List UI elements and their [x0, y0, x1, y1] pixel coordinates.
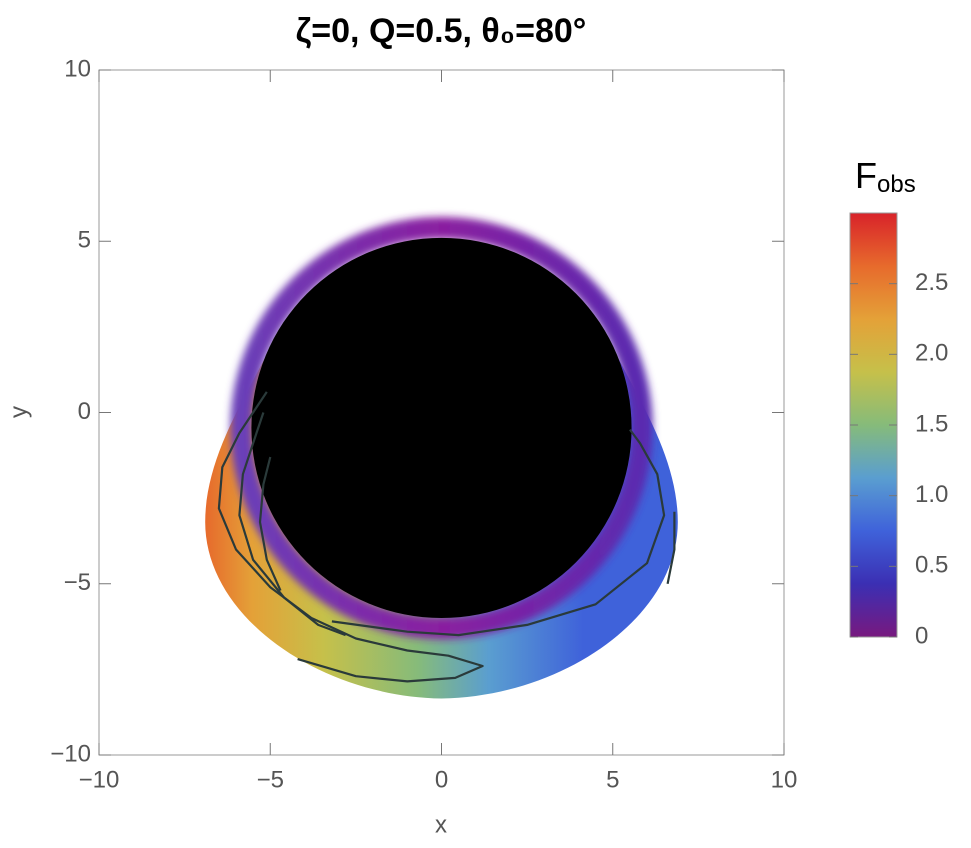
inner-ring	[230, 216, 653, 639]
y-tick-label: −5	[64, 569, 91, 596]
y-tick-label: 5	[78, 227, 91, 254]
y-tick-label: 10	[64, 55, 91, 82]
colorbar-tick-label: 2.0	[915, 340, 948, 367]
y-axis-label: y	[5, 406, 32, 418]
contour-line	[666, 511, 676, 585]
colorbar-tick-label: 1.5	[915, 410, 948, 437]
colorbar-title-sub: obs	[877, 171, 916, 198]
x-tick-label: 0	[435, 766, 448, 793]
colorbar-title-main: F	[855, 155, 877, 196]
colorbar-tick-label: 0	[915, 622, 928, 649]
x-tick-label: 10	[771, 766, 798, 793]
colorbar-tick-label: 1.0	[915, 481, 948, 508]
colorbar-tick-label: 0.5	[915, 552, 948, 579]
x-tick-label: −5	[257, 766, 284, 793]
x-tick-label: −10	[79, 766, 120, 793]
contour-line	[331, 428, 666, 637]
contour-line	[258, 456, 282, 592]
x-tick-label: 5	[606, 766, 619, 793]
y-tick-label: −10	[50, 740, 91, 767]
contour-line	[217, 391, 484, 683]
colorbar-title: Fobs	[855, 155, 916, 199]
y-tick-label: 0	[78, 398, 91, 425]
colorbar-tick-label: 2.5	[915, 269, 948, 296]
chart-title: ζ=0, Q=0.5, θ₀=80°	[296, 12, 587, 50]
x-axis-label: x	[435, 811, 447, 838]
contour-line	[238, 412, 346, 637]
shadow	[251, 237, 632, 618]
plot-area	[205, 216, 678, 699]
